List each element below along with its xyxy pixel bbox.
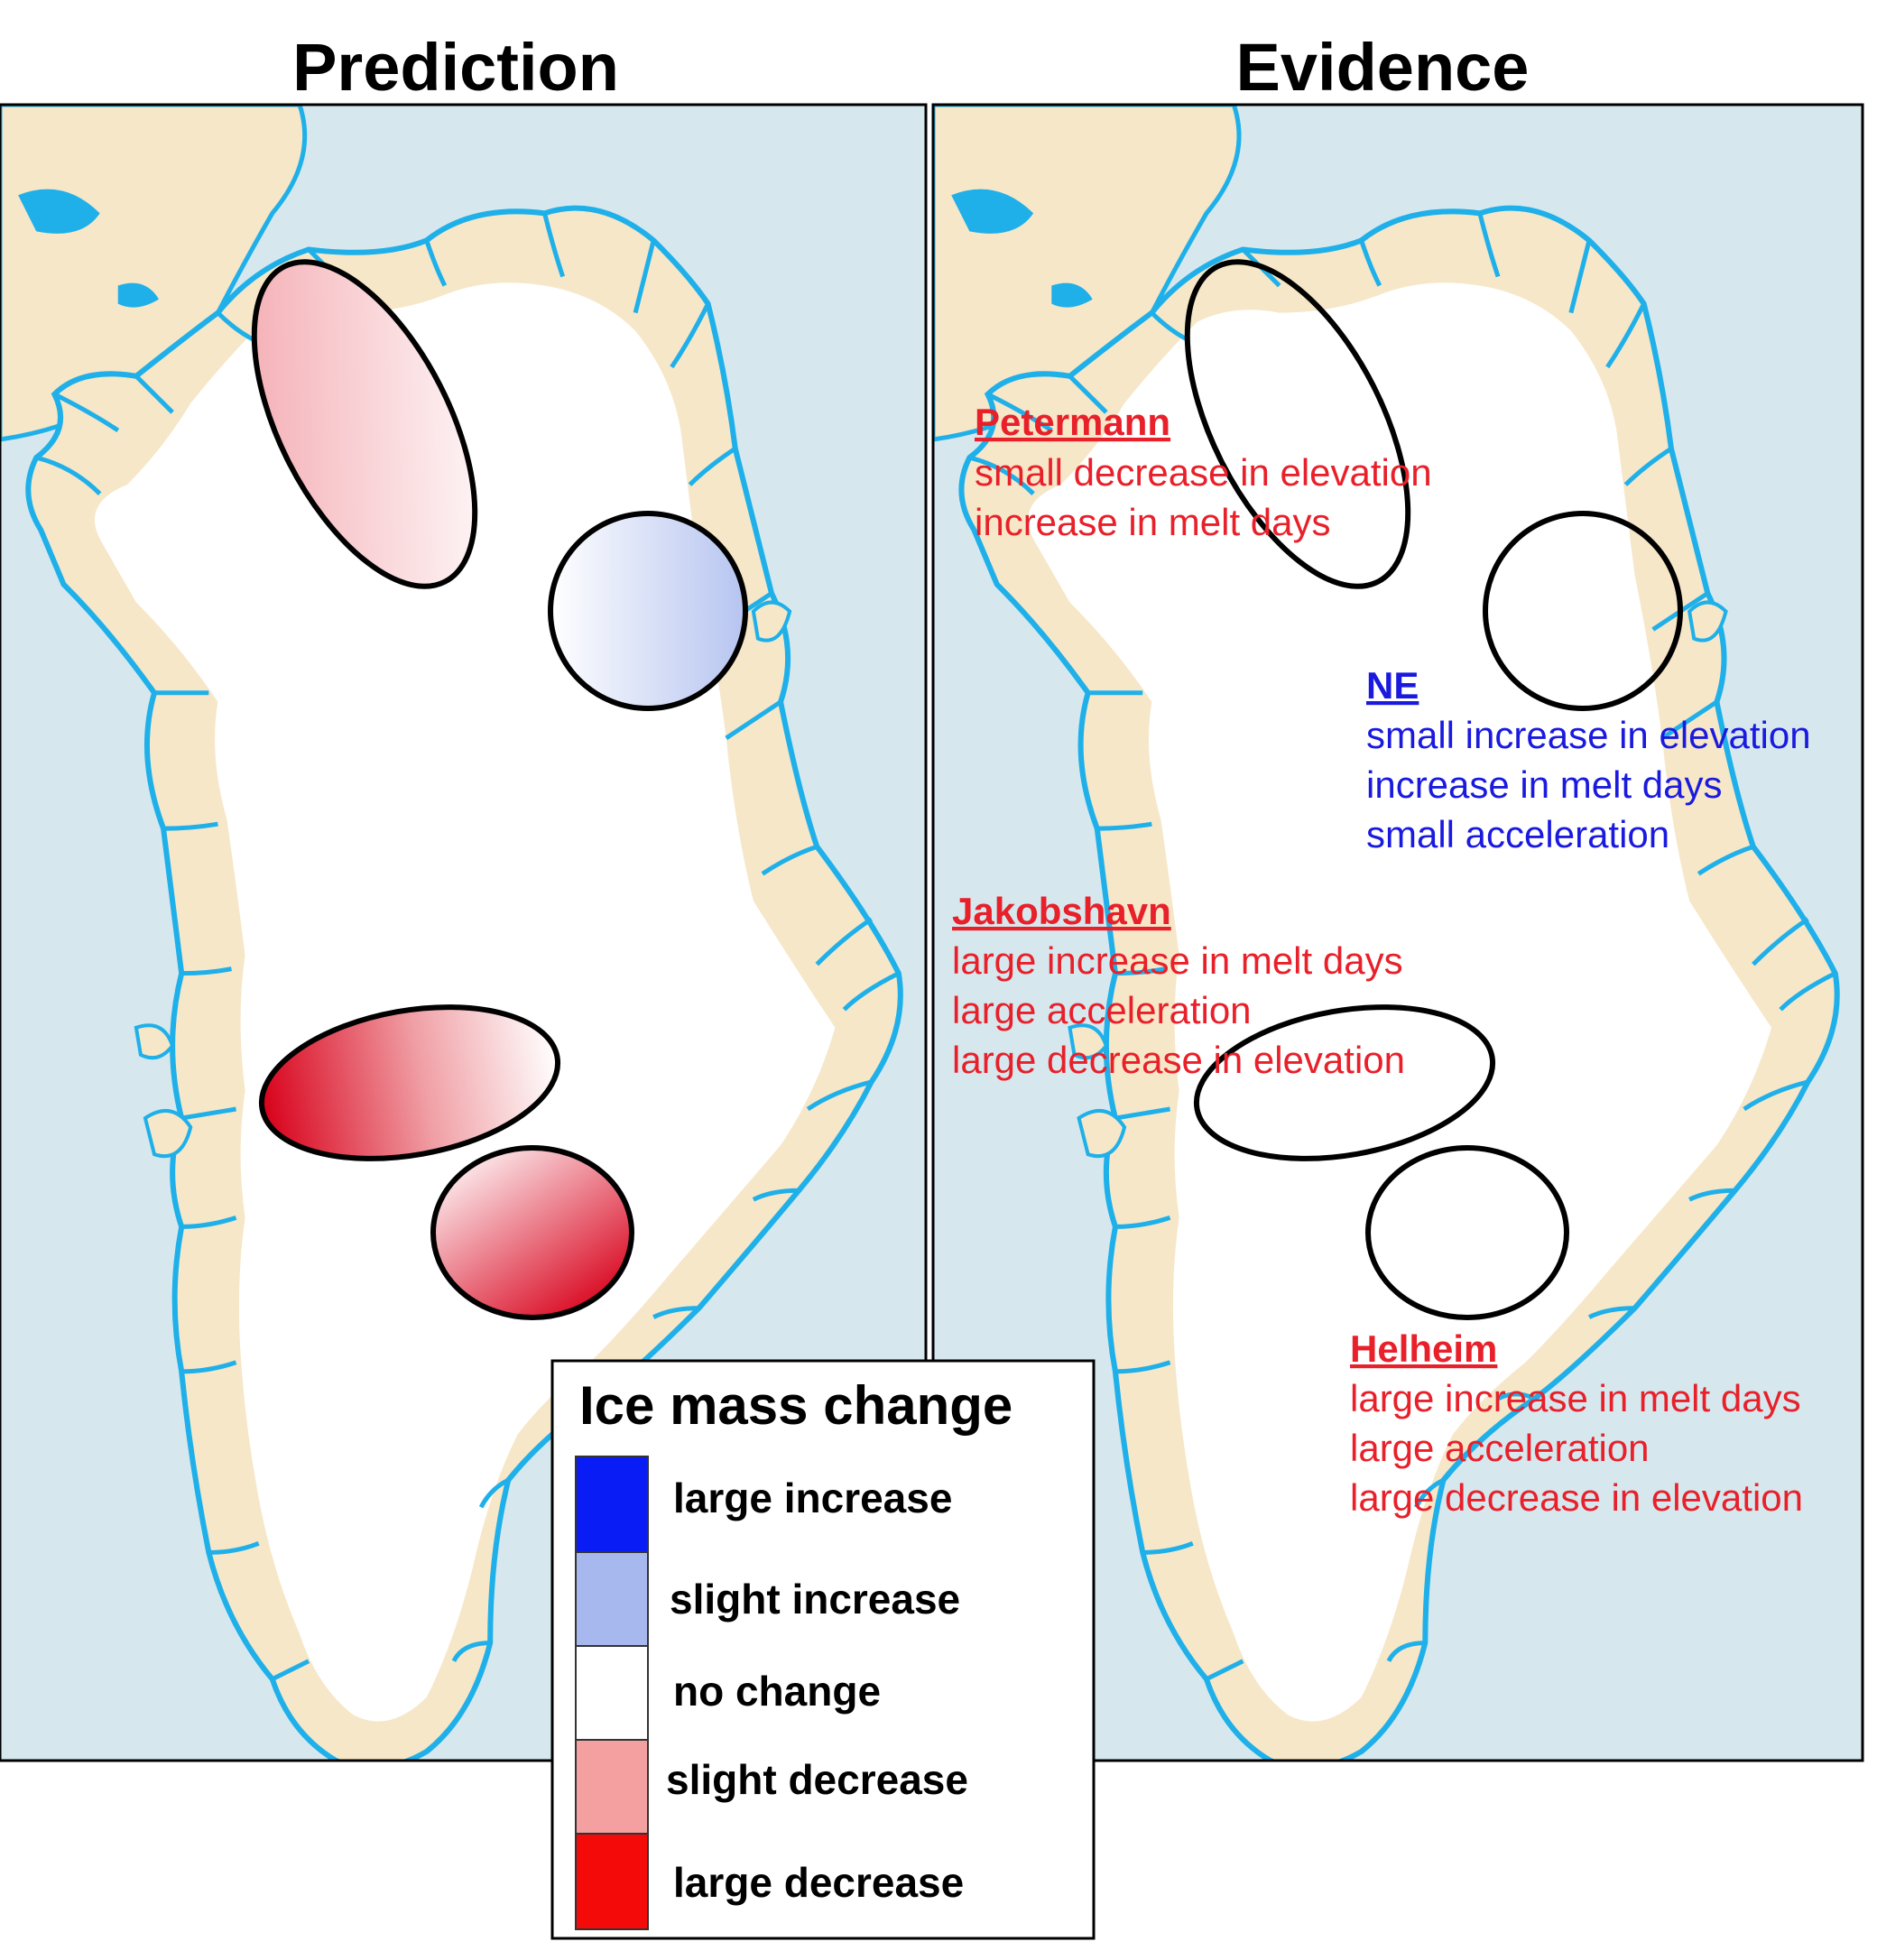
petermann-line-2: increase in melt days <box>975 501 1331 543</box>
jakobshavn-line-1: large increase in melt days <box>952 939 1403 982</box>
jakobshavn-line-2: large acceleration <box>952 989 1252 1031</box>
legend-title: Ice mass change <box>579 1375 1012 1436</box>
legend-label-large-decrease: large decrease <box>673 1859 964 1906</box>
helheim-name: Helheim <box>1350 1327 1497 1370</box>
legend-swatch-large-increase <box>575 1456 649 1553</box>
petermann-name: Petermann <box>975 401 1170 443</box>
helheim-line-2: large acceleration <box>1350 1427 1650 1469</box>
legend: Ice mass change large increase slight in… <box>550 1359 1096 1940</box>
evidence-map: Petermann small decrease in elevation in… <box>931 103 1864 1762</box>
legend-label-large-increase: large increase <box>673 1475 952 1521</box>
legend-swatch-large-decrease <box>575 1833 649 1930</box>
ne-annotation: NE small increase in elevation increase … <box>1366 664 1811 855</box>
prediction-petermann-region <box>251 259 478 589</box>
petermann-annotation: Petermann small decrease in elevation in… <box>975 401 1432 543</box>
evidence-ne-region <box>1483 511 1683 711</box>
prediction-jakobshavn-region <box>258 1004 561 1161</box>
helheim-line-1: large increase in melt days <box>1350 1377 1801 1419</box>
prediction-title: Prediction <box>292 30 619 105</box>
legend-label-slight-increase: slight increase <box>670 1576 960 1623</box>
ne-line-1: small increase in elevation <box>1366 714 1811 756</box>
legend-swatch-slight-decrease <box>575 1739 649 1835</box>
jakobshavn-annotation: Jakobshavn large increase in melt days l… <box>952 890 1405 1081</box>
evidence-petermann-region <box>1184 259 1411 589</box>
legend-swatch-no-change <box>575 1645 649 1741</box>
ne-line-3: small acceleration <box>1366 813 1669 855</box>
helheim-line-3: large decrease in elevation <box>1350 1476 1803 1519</box>
prediction-ne-region <box>548 511 748 711</box>
legend-swatch-slight-increase <box>575 1551 649 1647</box>
ne-name: NE <box>1366 664 1419 707</box>
legend-label-slight-decrease: slight decrease <box>666 1756 968 1803</box>
jakobshavn-line-3: large decrease in elevation <box>952 1039 1405 1081</box>
evidence-jakobshavn-region <box>1193 1004 1496 1161</box>
petermann-line-1: small decrease in elevation <box>975 451 1432 494</box>
evidence-helheim-region <box>1365 1145 1569 1320</box>
evidence-title: Evidence <box>1236 30 1530 105</box>
legend-label-no-change: no change <box>673 1668 881 1715</box>
prediction-map <box>0 103 928 1762</box>
jakobshavn-name: Jakobshavn <box>952 890 1171 932</box>
helheim-annotation: Helheim large increase in melt days larg… <box>1350 1327 1803 1519</box>
ne-line-2: increase in melt days <box>1366 763 1723 806</box>
prediction-helheim-region <box>430 1145 634 1320</box>
